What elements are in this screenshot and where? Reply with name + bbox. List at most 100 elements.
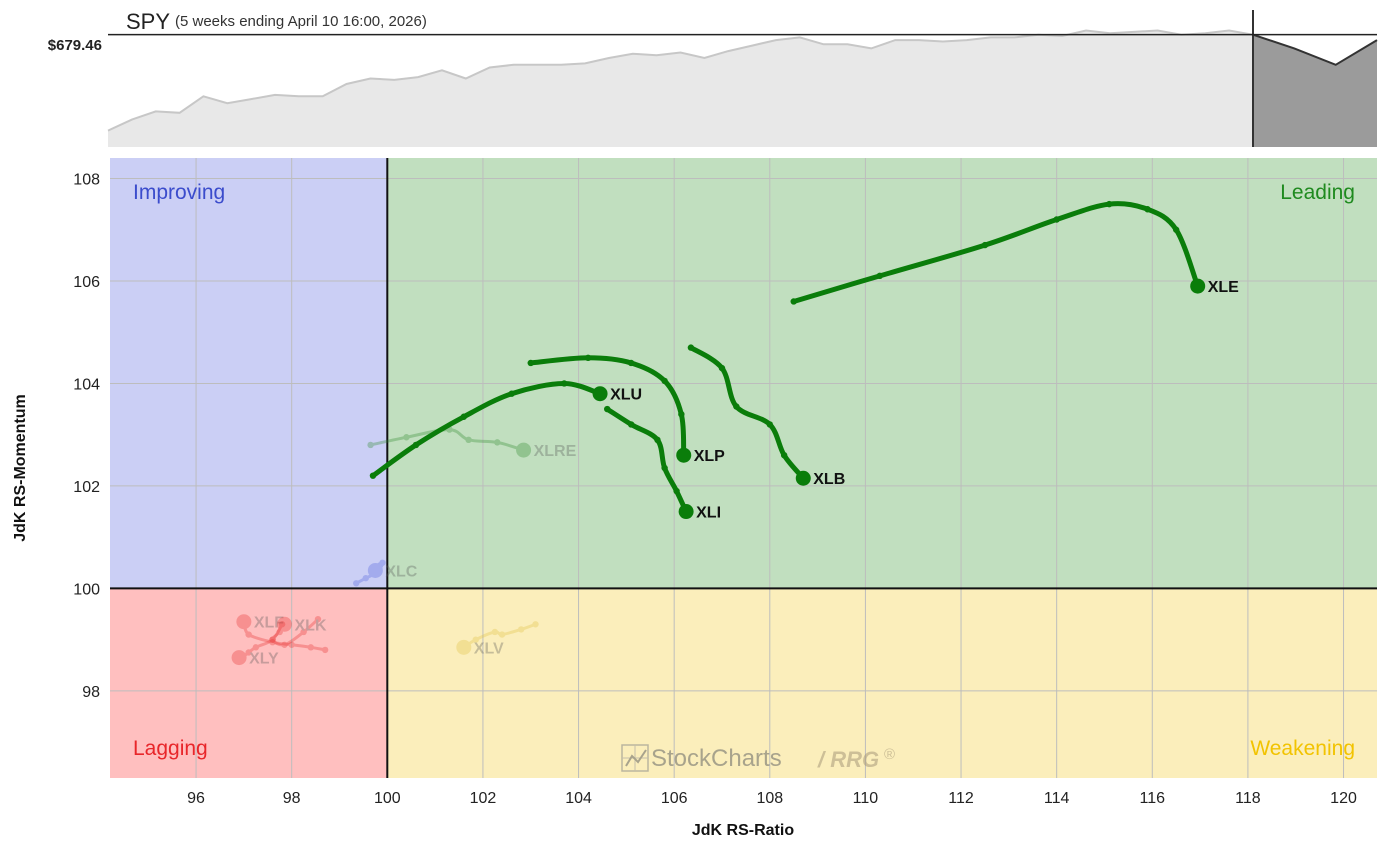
series-head-xlv[interactable] bbox=[456, 639, 472, 655]
x-tick-label: 112 bbox=[948, 790, 974, 807]
series-tail-xlc bbox=[354, 561, 385, 585]
series-point bbox=[269, 636, 276, 643]
y-tick-label: 108 bbox=[73, 171, 100, 188]
series-label-xlk: XLK bbox=[295, 617, 327, 634]
x-tick-label: 106 bbox=[661, 790, 688, 807]
series-xlre[interactable]: XLRE bbox=[367, 426, 577, 460]
y-tick-label: 98 bbox=[82, 684, 100, 701]
series-label-xlu: XLU bbox=[610, 387, 642, 404]
series-xly[interactable]: XLY bbox=[231, 621, 286, 668]
benchmark-area bbox=[108, 30, 1253, 147]
quadrant-leading bbox=[387, 158, 1377, 589]
series-point bbox=[678, 410, 685, 418]
series-label-xlc: XLC bbox=[385, 563, 417, 580]
watermark-registered: ® bbox=[884, 746, 895, 763]
series-point bbox=[238, 654, 245, 661]
series-point bbox=[718, 364, 726, 372]
series-xlu[interactable]: XLU bbox=[369, 380, 642, 479]
series-point bbox=[654, 436, 661, 444]
series-head-xlc[interactable] bbox=[367, 562, 383, 578]
benchmark-symbol: SPY bbox=[126, 9, 170, 34]
series-head-xlp[interactable] bbox=[676, 447, 692, 463]
stockcharts-watermark: StockCharts / RRG ® bbox=[621, 744, 895, 772]
x-tick-label: 98 bbox=[283, 790, 301, 807]
series-point bbox=[321, 646, 329, 654]
series-point bbox=[288, 641, 295, 648]
series-point bbox=[472, 636, 479, 643]
series-point bbox=[465, 436, 472, 444]
series-label-xly: XLY bbox=[249, 651, 279, 668]
series-point bbox=[367, 441, 374, 449]
series-head-xlre[interactable] bbox=[516, 442, 532, 458]
series-xlb[interactable]: XLB bbox=[687, 344, 846, 488]
series-head-xlu[interactable] bbox=[592, 386, 608, 402]
series-point bbox=[278, 621, 286, 628]
series-point bbox=[661, 377, 668, 385]
series-point bbox=[379, 559, 386, 566]
quadrant-weakening bbox=[387, 588, 1377, 778]
series-point bbox=[790, 298, 797, 305]
series-point bbox=[661, 464, 668, 472]
series-head-xli[interactable] bbox=[678, 504, 694, 520]
series-head-xlf[interactable] bbox=[236, 614, 252, 630]
series-head-xly[interactable] bbox=[231, 650, 247, 666]
series-point bbox=[673, 487, 680, 495]
series-point bbox=[491, 628, 499, 636]
series-label-xlv: XLV bbox=[474, 640, 504, 657]
x-tick-label: 96 bbox=[187, 790, 205, 807]
x-tick-label: 102 bbox=[470, 790, 497, 807]
series-head-xle[interactable] bbox=[1190, 278, 1206, 294]
series-point bbox=[376, 562, 384, 569]
y-tick-label: 102 bbox=[73, 479, 100, 496]
y-tick-label: 106 bbox=[73, 274, 100, 291]
series-xle[interactable]: XLE bbox=[790, 200, 1240, 305]
series-point bbox=[307, 644, 315, 651]
x-tick-label: 114 bbox=[1044, 790, 1070, 807]
x-axis-title: JdK RS-Ratio bbox=[692, 822, 794, 839]
series-point bbox=[281, 641, 288, 648]
series-point bbox=[876, 272, 883, 280]
x-tick-label: 100 bbox=[374, 790, 401, 807]
quadrant-lagging bbox=[110, 588, 388, 778]
series-point bbox=[687, 344, 695, 351]
series-label-xlp: XLP bbox=[694, 448, 725, 465]
benchmark-price-label: $679.46 bbox=[48, 37, 102, 54]
series-tail-xlk bbox=[271, 617, 320, 647]
series-xlf[interactable]: XLF bbox=[236, 614, 329, 654]
series-xlv[interactable]: XLV bbox=[456, 621, 539, 657]
x-tick-label: 104 bbox=[565, 790, 592, 807]
x-tick-label: 110 bbox=[853, 790, 879, 807]
series-point bbox=[245, 649, 252, 656]
series-point bbox=[517, 626, 525, 633]
series-head-xlb[interactable] bbox=[795, 470, 811, 486]
series-point bbox=[269, 636, 276, 643]
series-point bbox=[627, 421, 635, 428]
series-xli[interactable]: XLI bbox=[604, 405, 721, 522]
series-point bbox=[561, 380, 568, 387]
series-tail-xlu bbox=[370, 381, 603, 479]
watermark-brand: StockCharts bbox=[651, 745, 782, 772]
benchmark-projection-area bbox=[1253, 34, 1377, 148]
series-point bbox=[604, 405, 611, 413]
series-point bbox=[412, 441, 420, 449]
x-tick-label: 118 bbox=[1235, 790, 1261, 807]
series-xlc[interactable]: XLC bbox=[353, 559, 418, 587]
series-head-xlk[interactable] bbox=[277, 616, 293, 632]
series-point bbox=[766, 421, 773, 428]
series-point bbox=[353, 580, 360, 587]
series-point bbox=[584, 354, 592, 362]
series-xlk[interactable]: XLK bbox=[269, 615, 327, 648]
quadrant-improving bbox=[110, 158, 388, 589]
series-point bbox=[494, 439, 501, 446]
series-point bbox=[460, 413, 468, 420]
series-label-xle: XLE bbox=[1208, 279, 1239, 296]
series-xlp[interactable]: XLP bbox=[527, 354, 726, 466]
x-tick-label: 108 bbox=[756, 790, 783, 807]
series-tail-xlv bbox=[462, 622, 537, 649]
y-axis-title: JdK RS-Momentum bbox=[12, 394, 29, 542]
series-point bbox=[372, 569, 379, 577]
quadrant-label-weakening: Weakening bbox=[1250, 737, 1355, 760]
series-point bbox=[532, 621, 539, 628]
y-tick-label: 100 bbox=[73, 581, 100, 598]
